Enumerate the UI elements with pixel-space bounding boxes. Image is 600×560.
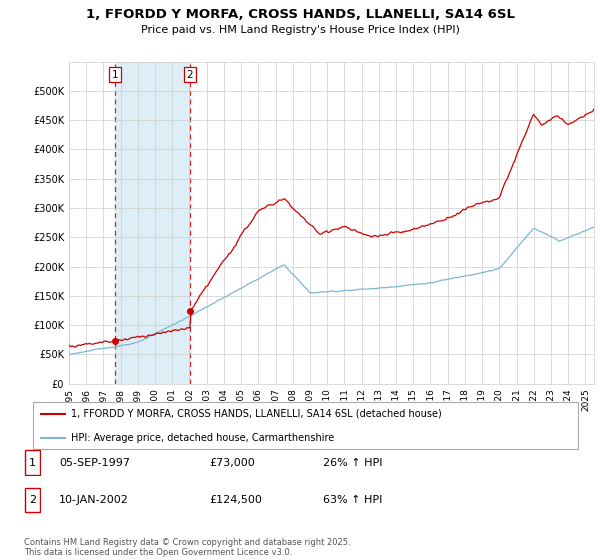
Text: £73,000: £73,000 xyxy=(209,458,254,468)
Text: 2: 2 xyxy=(29,495,36,505)
Text: 1, FFORDD Y MORFA, CROSS HANDS, LLANELLI, SA14 6SL (detached house): 1, FFORDD Y MORFA, CROSS HANDS, LLANELLI… xyxy=(71,408,442,418)
Bar xyxy=(115,62,190,384)
Text: 1: 1 xyxy=(112,69,118,80)
Text: 63% ↑ HPI: 63% ↑ HPI xyxy=(323,495,382,505)
Text: Contains HM Land Registry data © Crown copyright and database right 2025.
This d: Contains HM Land Registry data © Crown c… xyxy=(24,538,350,557)
Text: 1, FFORDD Y MORFA, CROSS HANDS, LLANELLI, SA14 6SL: 1, FFORDD Y MORFA, CROSS HANDS, LLANELLI… xyxy=(86,8,515,21)
Text: 10-JAN-2002: 10-JAN-2002 xyxy=(59,495,128,505)
Text: Price paid vs. HM Land Registry's House Price Index (HPI): Price paid vs. HM Land Registry's House … xyxy=(140,25,460,35)
Text: £124,500: £124,500 xyxy=(209,495,262,505)
Text: 1: 1 xyxy=(29,458,36,468)
Text: 2: 2 xyxy=(187,69,193,80)
Text: 05-SEP-1997: 05-SEP-1997 xyxy=(59,458,130,468)
FancyBboxPatch shape xyxy=(25,450,40,475)
Text: HPI: Average price, detached house, Carmarthenshire: HPI: Average price, detached house, Carm… xyxy=(71,433,335,443)
FancyBboxPatch shape xyxy=(33,403,578,449)
FancyBboxPatch shape xyxy=(25,488,40,512)
Text: 26% ↑ HPI: 26% ↑ HPI xyxy=(323,458,382,468)
